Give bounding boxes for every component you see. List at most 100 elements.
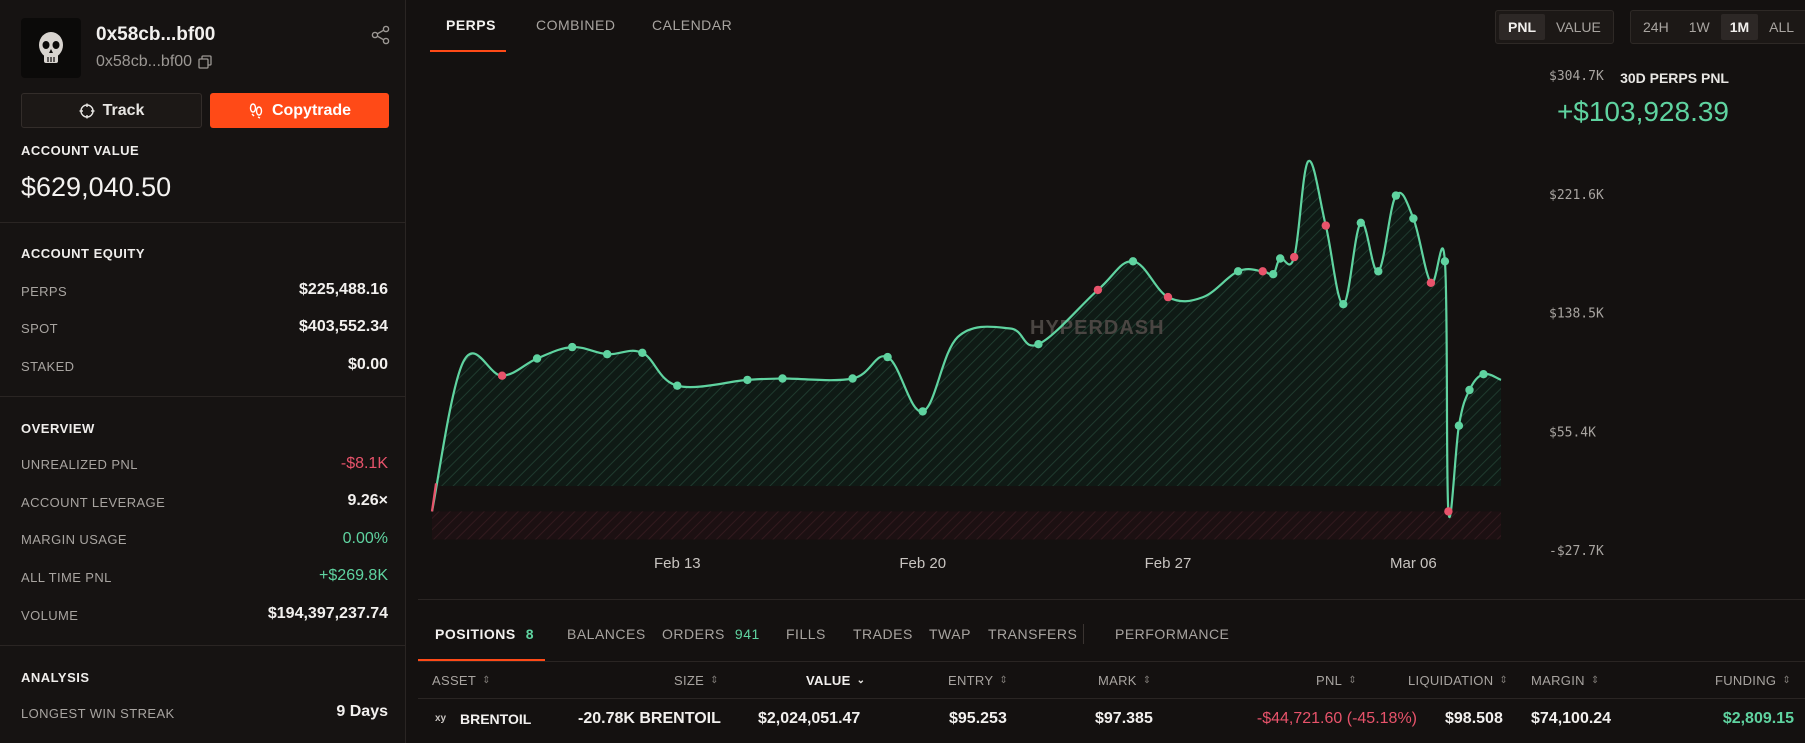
tab-separator [1083,624,1084,644]
pnl-point[interactable] [1128,257,1138,266]
col-pnl[interactable]: PNL ⇕ [1316,673,1357,688]
pnl-point[interactable] [1465,385,1474,395]
perps-equity-label: PERPS [21,284,68,299]
pnl-point[interactable] [1444,507,1453,516]
tab-fills[interactable]: FILLS [786,626,826,642]
pnl-point[interactable] [1479,370,1488,379]
margin-usage-value: 0.00% [342,530,388,547]
col-mark[interactable]: MARK ⇕ [1098,673,1151,688]
range-1w[interactable]: 1W [1688,19,1710,35]
tab-combined[interactable]: COMBINED [536,17,616,33]
range-1m[interactable]: 1M [1720,14,1759,40]
pnl-point[interactable] [673,381,682,390]
tab-positions[interactable]: POSITIONS 8 [435,626,534,642]
toggle-pnl[interactable]: PNL [1499,14,1545,40]
pnl-point[interactable] [778,374,787,383]
pnl-point[interactable] [883,352,892,362]
pnl-point[interactable] [568,342,577,352]
pnl-point[interactable] [1440,257,1450,266]
crosshair-icon [79,103,95,118]
col-value[interactable]: VALUE ⌄ [806,673,865,688]
tab-perps[interactable]: PERPS [446,17,496,33]
col-margin[interactable]: MARGIN ⇕ [1531,673,1600,688]
tab-twap[interactable]: TWAP [929,626,971,642]
tab-balances[interactable]: BALANCES [567,626,646,642]
pnl-point[interactable] [1233,267,1243,276]
range-24h[interactable]: 24H [1643,19,1669,35]
pnl-point[interactable] [1426,278,1436,287]
pnl-point[interactable] [532,354,542,363]
pnl-point[interactable] [1321,221,1330,230]
col-liquidation[interactable]: LIQUIDATION ⇕ [1408,673,1508,688]
pnl-point[interactable] [1093,285,1103,295]
pnl-point[interactable] [1409,214,1418,223]
account-leverage-value: 9.26× [347,492,388,509]
position-funding: $2,809.15 [1722,710,1794,727]
col-size[interactable]: SIZE ⇕ [674,673,719,688]
pnl-point[interactable] [743,375,752,385]
divider [0,645,406,646]
pnl-point[interactable] [848,374,857,383]
pnl-point[interactable] [638,348,647,357]
col-asset[interactable]: ASSET ⇕ [432,673,491,688]
pnl-point[interactable] [1034,340,1043,349]
range-all[interactable]: ALL [1769,19,1795,35]
col-entry[interactable]: ENTRY ⇕ [948,673,1008,688]
col-liquidation-label: LIQUIDATION [1408,673,1494,688]
sort-icon: ⇕ [1348,675,1357,686]
watermark: HYPERDASH [1030,317,1165,339]
col-entry-label: ENTRY [948,673,994,688]
pnl-point[interactable] [1269,270,1278,279]
tab-performance[interactable]: PERFORMANCE [1115,626,1229,642]
tab-orders[interactable]: ORDERS 941 [662,626,760,642]
mark-price: $97.385 [1095,710,1153,727]
divider [418,661,1805,662]
position-size: -20.78K BRENTOIL [578,710,721,727]
pnl-point[interactable] [1290,252,1299,262]
copytrade-button[interactable]: Copytrade [210,93,389,128]
share-icon[interactable] [370,24,392,46]
pnl-point[interactable] [1258,267,1267,276]
liquidation-price: $98.508 [1445,710,1503,727]
pnl-point[interactable] [497,371,507,380]
tab-transfers[interactable]: TRANSFERS [988,626,1077,642]
x-tick-label: Feb 13 [654,555,701,572]
divider [418,698,1805,699]
toggle-value[interactable]: VALUE [1556,19,1601,35]
pnl-point[interactable] [1356,218,1365,227]
unrealized-pnl-value: -$8.1K [340,455,388,472]
pnl-chart: HYPERDASH $304.7K $221.6K $138.5K $55.4K -$2… [430,69,1604,572]
avatar [21,18,81,78]
copy-icon[interactable] [198,55,212,69]
tab-orders-label: ORDERS [662,626,725,642]
x-tick-label: Feb 20 [899,555,946,572]
pnl-point[interactable] [1391,191,1401,200]
tab-positions-label: POSITIONS [435,626,516,642]
volume-label: VOLUME [21,608,79,623]
pnl-point[interactable] [1454,421,1464,430]
sort-icon: ⇕ [1590,675,1600,686]
pnl-point[interactable] [1374,267,1383,276]
tab-trades[interactable]: TRADES [853,626,913,642]
unrealized-pnl-label: UNREALIZED PNL [21,457,138,472]
sort-icon: ⇕ [1142,675,1152,686]
account-equity-label: ACCOUNT EQUITY [21,246,145,261]
divider [0,222,406,223]
pnl-point[interactable] [918,407,927,416]
staked-equity-value: $0.00 [347,356,388,373]
pnl-point[interactable] [1339,300,1348,309]
spot-equity-value: $403,552.34 [299,318,388,335]
pnl-point[interactable] [603,350,612,359]
pnl-point[interactable] [1163,292,1173,302]
chart-header-value: +$103,928.39 [1556,96,1729,127]
tab-fills-label: FILLS [786,626,826,642]
track-button[interactable]: Track [21,93,202,128]
tab-transfers-label: TRANSFERS [988,626,1078,642]
y-tick-label: $221.6K [1549,188,1604,203]
pnl-point[interactable] [1276,254,1285,263]
pnl-area-positive [436,161,1501,486]
divider [0,396,406,397]
longest-win-streak-value: 9 Days [336,703,388,720]
tab-calendar[interactable]: CALENDAR [652,17,733,33]
col-funding[interactable]: FUNDING ⇕ [1715,673,1791,688]
